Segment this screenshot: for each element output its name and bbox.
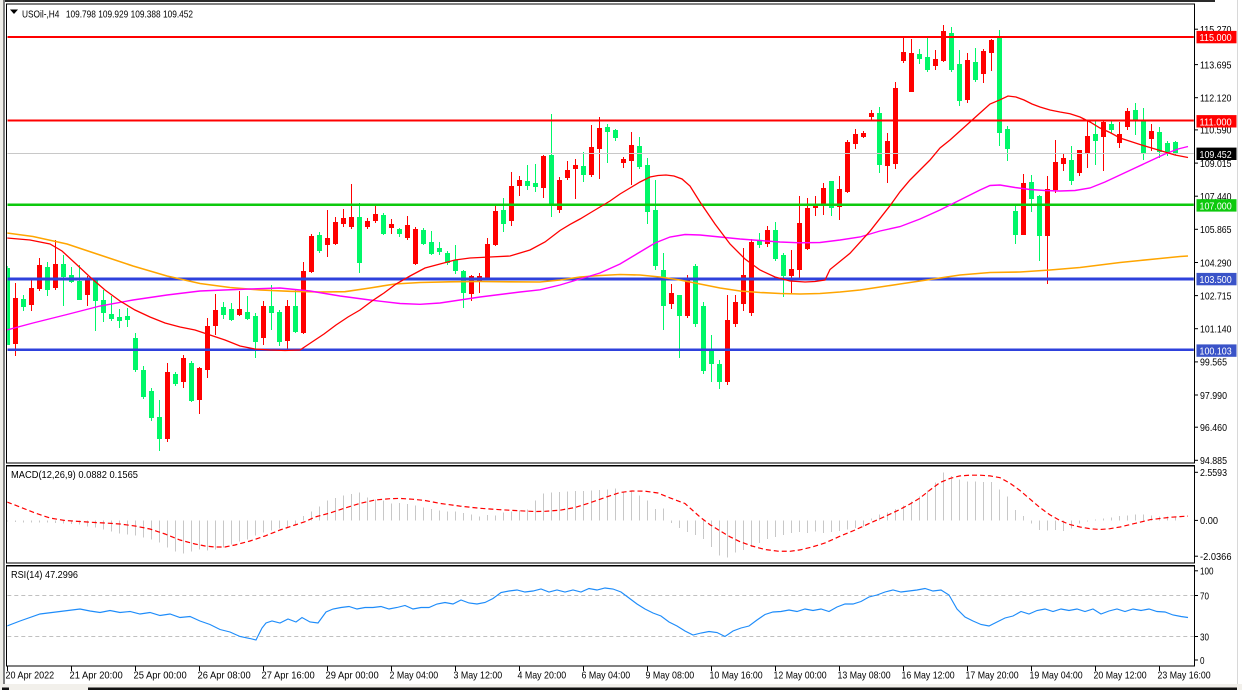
svg-text:70: 70 (1200, 590, 1209, 602)
svg-text:115.000: 115.000 (1200, 32, 1232, 44)
svg-text:19 May 04:00: 19 May 04:00 (1030, 670, 1083, 682)
svg-text:3 May 12:00: 3 May 12:00 (454, 670, 503, 682)
svg-text:2.5593: 2.5593 (1200, 467, 1227, 479)
svg-text:-2.0366: -2.0366 (1200, 551, 1232, 563)
svg-text:20 Apr 2022: 20 Apr 2022 (6, 670, 55, 682)
svg-text:97.990: 97.990 (1200, 390, 1227, 402)
svg-text:99.565: 99.565 (1200, 357, 1227, 369)
svg-text:27 Apr 16:00: 27 Apr 16:00 (262, 670, 315, 682)
svg-text:94.885: 94.885 (1200, 455, 1227, 467)
svg-text:MACD(12,26,9) 0.0882 0.1565: MACD(12,26,9) 0.0882 0.1565 (11, 469, 138, 481)
svg-text:12 May 00:00: 12 May 00:00 (774, 670, 827, 682)
svg-text:6 May 04:00: 6 May 04:00 (582, 670, 631, 682)
svg-text:9 May 08:00: 9 May 08:00 (646, 670, 695, 682)
svg-text:2 May 04:00: 2 May 04:00 (390, 670, 439, 682)
svg-text:23 May 16:00: 23 May 16:00 (1158, 670, 1211, 682)
svg-text:0.00: 0.00 (1200, 515, 1218, 527)
svg-text:25 Apr 00:00: 25 Apr 00:00 (134, 670, 187, 682)
svg-text:USOil-,H4 109.798 109.929 109: USOil-,H4 109.798 109.929 109.388 109.45… (22, 9, 193, 21)
svg-text:20 May 12:00: 20 May 12:00 (1094, 670, 1147, 682)
svg-text:104.290: 104.290 (1200, 257, 1232, 269)
svg-text:4 May 20:00: 4 May 20:00 (518, 670, 567, 682)
svg-text:105.865: 105.865 (1200, 224, 1232, 236)
svg-text:16 May 12:00: 16 May 12:00 (902, 670, 955, 682)
svg-text:10 May 16:00: 10 May 16:00 (710, 670, 763, 682)
svg-text:110.590: 110.590 (1200, 125, 1232, 137)
svg-text:102.715: 102.715 (1200, 290, 1232, 302)
svg-text:109.452: 109.452 (1200, 149, 1232, 161)
svg-text:26 Apr 08:00: 26 Apr 08:00 (198, 670, 251, 682)
svg-text:17 May 20:00: 17 May 20:00 (966, 670, 1019, 682)
svg-text:109.015: 109.015 (1200, 158, 1232, 170)
svg-text:21 Apr 20:00: 21 Apr 20:00 (70, 670, 123, 682)
svg-text:0: 0 (1200, 655, 1205, 667)
svg-text:13 May 08:00: 13 May 08:00 (838, 670, 891, 682)
svg-text:111.000: 111.000 (1200, 116, 1232, 128)
svg-text:29 Apr 00:00: 29 Apr 00:00 (326, 670, 379, 682)
svg-text:107.000: 107.000 (1200, 200, 1232, 212)
svg-text:113.695: 113.695 (1200, 59, 1232, 71)
svg-text:RSI(14) 47.2996: RSI(14) 47.2996 (11, 569, 78, 581)
svg-text:103.500: 103.500 (1200, 274, 1232, 286)
svg-text:101.140: 101.140 (1200, 324, 1232, 336)
svg-text:100: 100 (1200, 566, 1214, 578)
svg-text:100.103: 100.103 (1200, 346, 1232, 358)
svg-text:112.120: 112.120 (1200, 93, 1232, 105)
svg-text:30: 30 (1200, 631, 1209, 643)
svg-text:96.460: 96.460 (1200, 422, 1227, 434)
